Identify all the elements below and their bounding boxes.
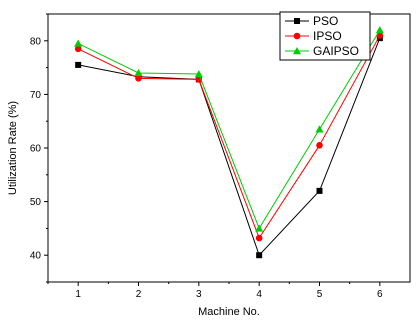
series-gaipso (74, 26, 384, 232)
x-tick-label: 4 (256, 289, 262, 300)
data-point-ipso (316, 142, 323, 149)
series-layer (74, 26, 384, 259)
data-point-ipso (74, 45, 82, 53)
y-tick-label: 60 (30, 144, 42, 155)
data-point-gaipso (315, 125, 324, 133)
y-axis: 40 50 60 70 80 (30, 13, 48, 283)
x-tick-label: 1 (75, 289, 81, 300)
data-point-gaipso (255, 224, 264, 232)
x-axis: 1 2 3 4 5 6 (47, 282, 383, 300)
data-point-gaipso (194, 70, 203, 78)
x-tick-label: 2 (136, 289, 142, 300)
series-line-gaipso (77, 29, 381, 230)
x-tick-label: 6 (377, 289, 383, 300)
y-tick-label: 70 (30, 90, 42, 101)
data-point-ipso (376, 32, 384, 39)
legend-label-pso: PSO (313, 14, 338, 28)
y-tick-label: 50 (30, 197, 42, 208)
data-point-ipso (255, 234, 263, 242)
data-point-gaipso (375, 26, 384, 34)
data-point-ipso (135, 75, 142, 82)
y-tick-label: 80 (30, 36, 42, 47)
x-tick-label: 3 (196, 289, 202, 300)
data-point-pso (75, 61, 82, 68)
series-line-pso (78, 37, 381, 257)
legend-item-pso: PSO (285, 14, 338, 28)
y-tick-label: 40 (30, 251, 42, 262)
y-axis-title: Utilization Rate (%) (7, 101, 19, 195)
series-line-ipso (77, 35, 381, 240)
series-pso (75, 35, 383, 259)
legend-marker-ipso (293, 32, 301, 40)
legend-item-ipso: IPSO (285, 29, 342, 43)
legend-label-gaipso: GAIPSO (313, 44, 359, 58)
legend-marker-pso (294, 18, 300, 24)
x-axis-title: Machine No. (198, 306, 260, 318)
data-point-pso (256, 252, 263, 259)
series-ipso (74, 32, 384, 242)
data-point-pso (316, 187, 323, 194)
legend-item-gaipso: GAIPSO (285, 44, 359, 58)
data-point-gaipso (134, 68, 143, 77)
legend-label-ipso: IPSO (313, 29, 342, 43)
x-tick-label: 5 (317, 289, 323, 300)
data-point-gaipso (74, 39, 83, 47)
legend-marker-gaipso (293, 47, 301, 55)
